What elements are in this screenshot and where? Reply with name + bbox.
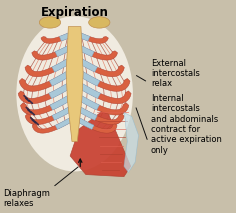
Ellipse shape xyxy=(16,16,133,171)
Polygon shape xyxy=(74,31,108,43)
Text: Internal
intercostals
and abdominals
contract for
active expiration
only: Internal intercostals and abdominals con… xyxy=(136,94,222,155)
Polygon shape xyxy=(52,55,76,72)
Polygon shape xyxy=(73,55,97,72)
Polygon shape xyxy=(49,80,76,98)
Polygon shape xyxy=(70,108,131,177)
Polygon shape xyxy=(73,55,124,77)
Polygon shape xyxy=(73,116,94,129)
Polygon shape xyxy=(73,68,130,91)
Polygon shape xyxy=(25,105,76,125)
Polygon shape xyxy=(66,27,83,141)
Polygon shape xyxy=(73,43,94,57)
Ellipse shape xyxy=(89,17,110,28)
Ellipse shape xyxy=(39,17,61,28)
Polygon shape xyxy=(49,68,76,86)
Polygon shape xyxy=(73,30,90,41)
Polygon shape xyxy=(19,68,76,91)
Polygon shape xyxy=(73,104,97,120)
Polygon shape xyxy=(73,80,101,98)
Polygon shape xyxy=(25,55,76,77)
Polygon shape xyxy=(50,92,76,110)
Polygon shape xyxy=(52,104,76,120)
Polygon shape xyxy=(41,31,76,43)
Polygon shape xyxy=(18,80,76,104)
Polygon shape xyxy=(32,43,76,60)
Polygon shape xyxy=(73,68,100,86)
Polygon shape xyxy=(59,30,76,41)
Polygon shape xyxy=(73,93,129,115)
Polygon shape xyxy=(32,116,76,133)
Polygon shape xyxy=(73,116,117,133)
Polygon shape xyxy=(21,93,76,115)
Polygon shape xyxy=(124,112,139,173)
Text: Diaphragm
relaxes: Diaphragm relaxes xyxy=(3,167,78,209)
Polygon shape xyxy=(55,43,76,57)
Polygon shape xyxy=(73,43,118,60)
Text: External
intercostals
relax: External intercostals relax xyxy=(136,59,200,88)
Polygon shape xyxy=(73,80,131,104)
Polygon shape xyxy=(73,105,124,125)
Text: Expiration: Expiration xyxy=(41,6,109,19)
Polygon shape xyxy=(55,116,76,129)
Polygon shape xyxy=(73,92,99,110)
